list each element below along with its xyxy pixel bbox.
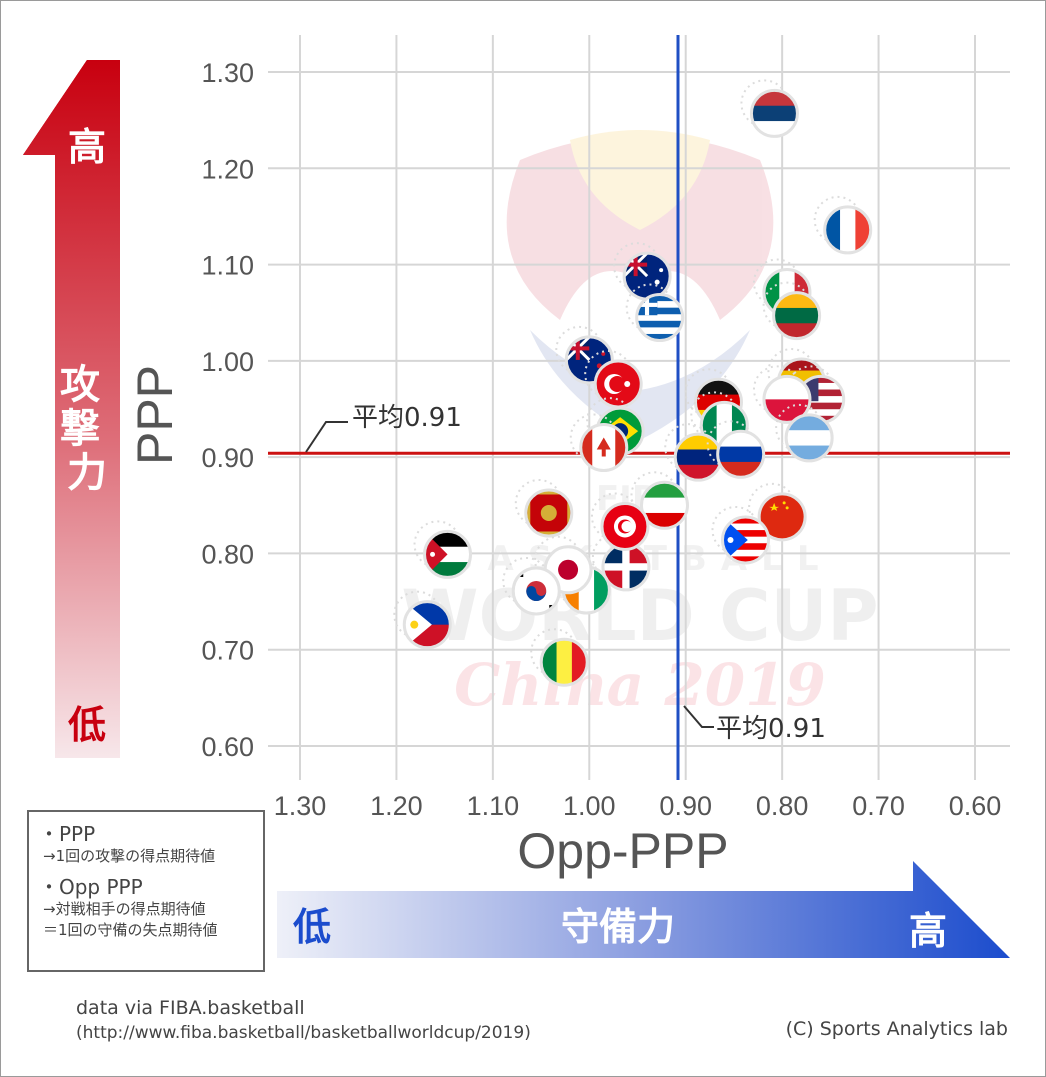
- x-tick-label: 0.80: [756, 791, 809, 821]
- x-tick-label: 1.20: [370, 791, 423, 821]
- point-greece: [625, 283, 685, 343]
- y-tick-label: 0.70: [201, 636, 254, 666]
- point-philippines: [393, 590, 452, 650]
- point-france: [813, 195, 873, 255]
- y-tick-label: 1.30: [201, 58, 254, 88]
- svg-text:China 2019: China 2019: [454, 651, 826, 719]
- point-puerto-rico: [711, 505, 770, 565]
- point-new-zealand: [555, 325, 614, 385]
- data-source: data via FIBA.basketball (http://www.fib…: [76, 995, 531, 1045]
- defense-low-label: 低: [293, 905, 331, 949]
- average-opp-ppp-label: 平均0.91: [716, 714, 826, 744]
- point-canada: [569, 413, 629, 473]
- data-points: [393, 79, 873, 687]
- legend-ppp-label: ・PPP: [39, 822, 96, 846]
- y-tick-label: 0.60: [201, 732, 254, 762]
- average-ppp-annotation: 平均0.91: [305, 403, 462, 453]
- x-tick-label: 1.30: [274, 791, 327, 821]
- y-axis-ticks: 1.30 1.20 1.10 1.00 0.90 0.80 0.70 0.60: [201, 58, 254, 762]
- x-axis-title: Opp-PPP: [517, 823, 728, 879]
- point-china: [748, 482, 807, 542]
- x-tick-label: 0.60: [949, 791, 1002, 821]
- y-axis-title: PPP: [127, 365, 183, 465]
- attack-mid-label: 攻 撃 力: [60, 362, 114, 496]
- y-tick-label: 0.80: [201, 539, 254, 569]
- point-iran: [630, 471, 689, 530]
- point-tunisia: [590, 492, 650, 551]
- credit: (C) Sports Analytics lab: [785, 1018, 1008, 1040]
- legend-opp-desc2: ＝1回の守備の失点期待値: [43, 921, 218, 939]
- average-ppp-label: 平均0.91: [352, 403, 462, 433]
- average-opp-ppp-annotation: 平均0.91: [683, 705, 826, 744]
- x-tick-label: 1.10: [467, 791, 520, 821]
- point-lithuania: [762, 281, 822, 341]
- y-tick-label: 1.20: [201, 154, 254, 184]
- point-argentina: [775, 403, 834, 463]
- point-korea: [502, 556, 561, 616]
- point-poland: [752, 365, 812, 424]
- y-tick-label: 0.90: [201, 443, 254, 473]
- source-line2: (http://www.fiba.basketball/basketballwo…: [76, 1023, 531, 1043]
- point-senegal: [530, 628, 589, 687]
- y-tick-label: 1.00: [201, 347, 254, 377]
- legend-box: ・PPP →1回の攻撃の得点期待値 ・Opp PPP →対戦相手の得点期待値 ＝…: [27, 810, 265, 972]
- point-montenegro: [514, 478, 574, 538]
- point-venezuela: [664, 423, 723, 482]
- y-tick-label: 1.10: [201, 251, 254, 281]
- defense-mid-label: 守備力: [561, 905, 675, 949]
- x-tick-label: 0.90: [659, 791, 712, 821]
- attack-high-label: 高: [68, 125, 106, 169]
- legend-ppp-desc: →1回の攻撃の得点期待値: [43, 847, 216, 865]
- point-serbia: [740, 79, 799, 138]
- legend-opp-label: ・Opp PPP: [39, 875, 143, 899]
- attack-power-arrow: 高 攻 撃 力 低: [23, 60, 120, 758]
- legend-opp-desc1: →対戦相手の得点期待値: [43, 900, 206, 918]
- defense-power-arrow: 低 守備力 高: [277, 861, 1010, 958]
- svg-text:WORLD CUP: WORLD CUP: [401, 575, 878, 657]
- x-tick-label: 1.00: [563, 791, 616, 821]
- point-russia: [706, 420, 766, 479]
- source-line1: data via FIBA.basketball: [76, 997, 305, 1019]
- attack-low-label: 低: [68, 703, 106, 747]
- x-axis-ticks: 1.30 1.20 1.10 1.00 0.90 0.80 0.70 0.60: [274, 791, 1002, 821]
- x-tick-label: 0.70: [852, 791, 905, 821]
- defense-high-label: 高: [909, 909, 947, 953]
- point-jordan: [413, 520, 473, 579]
- point-japan: [534, 535, 593, 595]
